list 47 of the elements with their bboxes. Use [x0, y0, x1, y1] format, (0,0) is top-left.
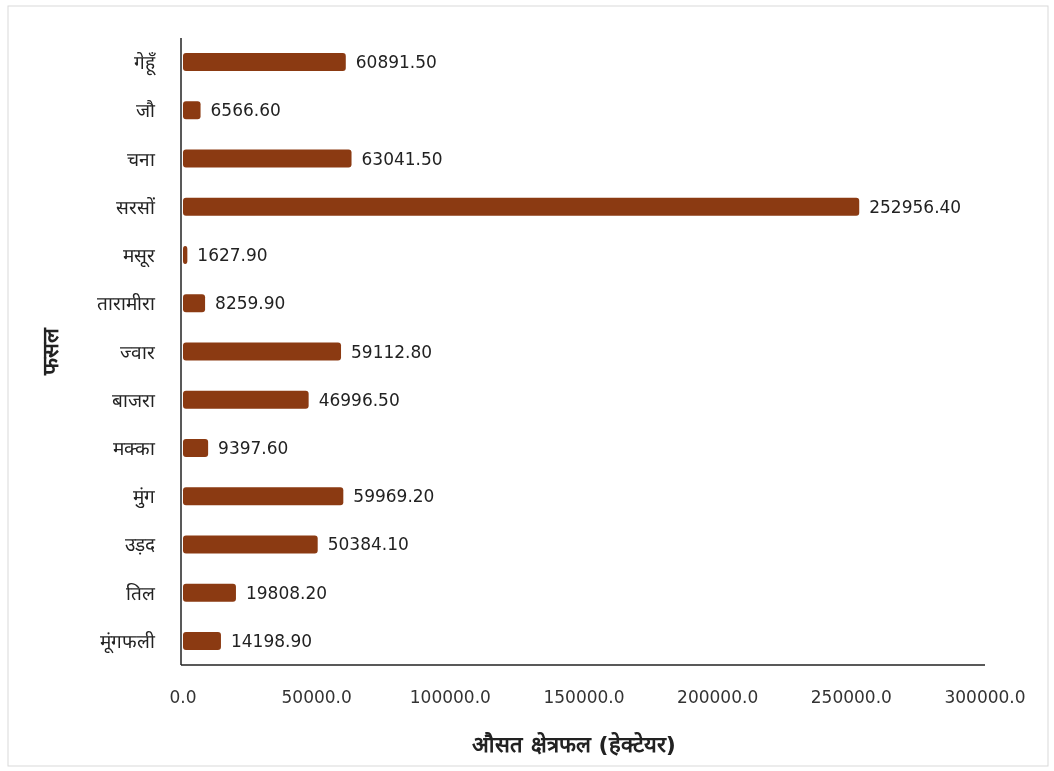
x-tick-label: 200000.0	[677, 687, 759, 707]
y-axis-title: फसल	[38, 327, 63, 376]
x-tick-label: 300000.0	[944, 687, 1026, 707]
y-tick-label: मूंगफली	[100, 629, 156, 654]
data-label: 1627.90	[197, 245, 268, 266]
x-tick-label: 100000.0	[409, 687, 491, 707]
bar	[183, 197, 860, 216]
data-label: 8259.90	[215, 293, 286, 314]
x-tick-label: 0.0	[169, 687, 197, 707]
data-label: 19808.20	[245, 582, 328, 603]
data-label: 50384.10	[327, 534, 409, 555]
x-tick-label: 150000.0	[543, 687, 625, 707]
data-label: 59112.80	[351, 341, 433, 362]
y-tick-label: उड़द	[125, 533, 156, 556]
x-tick-label: 250000.0	[810, 687, 892, 707]
y-tick-label: ज्वार	[120, 340, 156, 363]
data-label: 63041.50	[361, 148, 443, 169]
y-tick-label: तारामीरा	[97, 292, 156, 315]
y-tick-label: मुंग	[133, 485, 155, 510]
data-label: 252956.40	[869, 196, 962, 217]
bar	[183, 101, 201, 120]
y-tick-label: तिल	[126, 581, 156, 604]
bar	[183, 342, 342, 361]
bar	[183, 631, 221, 650]
y-tick-label: गेहूँ	[134, 51, 156, 77]
x-axis-title: औसत क्षेत्रफल (हेक्टेयर)	[472, 731, 676, 757]
y-tick-label: बाजरा	[112, 388, 156, 411]
data-label: 6566.60	[210, 100, 281, 121]
x-tick-label: 50000.0	[281, 687, 352, 707]
y-tick-label: जौ	[136, 99, 156, 122]
y-tick-label: चना	[127, 147, 156, 170]
y-tick-label: मसूर	[123, 244, 156, 269]
data-label: 14198.90	[230, 630, 313, 651]
bar	[183, 149, 352, 168]
bar	[183, 583, 236, 602]
y-tick-label: मक्का	[113, 436, 156, 459]
data-label: 59969.20	[353, 486, 435, 507]
bar	[183, 438, 209, 457]
bar	[183, 294, 206, 313]
data-label: 46996.50	[318, 389, 400, 410]
data-label: 9397.60	[218, 437, 289, 458]
bar	[183, 390, 309, 409]
bar	[183, 53, 346, 72]
data-label: 60891.50	[355, 52, 437, 73]
bar	[183, 535, 318, 554]
bar	[183, 487, 344, 506]
y-tick-label: सरसों	[116, 195, 156, 218]
